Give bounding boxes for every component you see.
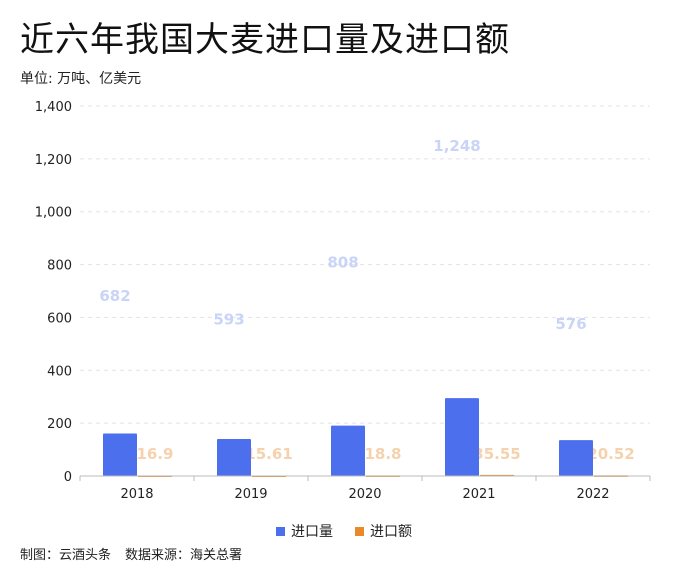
- x-tick-label: 2020: [348, 487, 381, 502]
- y-tick-label: 200: [47, 417, 72, 432]
- y-tick-label: 600: [47, 311, 72, 326]
- legend: 进口量 进口额: [276, 521, 412, 541]
- data-label-value-2019: 15.61: [245, 445, 292, 463]
- bar-volume-2019[interactable]: [217, 439, 251, 476]
- footer-source: 数据来源：海关总署: [125, 548, 243, 563]
- y-tick-label: 1,400: [35, 100, 72, 115]
- x-tick-label: 2021: [462, 487, 495, 502]
- footer: 制图：云酒头条 数据来源：海关总署: [20, 544, 256, 563]
- bar-volume-2021[interactable]: [445, 398, 479, 476]
- data-label-volume-2018: 682: [99, 287, 130, 305]
- data-label-volume-2020: 808: [327, 253, 358, 271]
- legend-label-value: 进口额: [370, 524, 412, 540]
- chart-title: 近六年我国大麦进口量及进口额: [20, 20, 510, 60]
- bar-volume-2018[interactable]: [103, 433, 137, 476]
- bar-volume-2020[interactable]: [331, 425, 365, 476]
- legend-item-value[interactable]: 进口额: [355, 521, 412, 541]
- legend-item-volume[interactable]: 进口量: [276, 521, 333, 541]
- footer-made-by: 制图：云酒头条: [20, 548, 112, 563]
- data-label-value-2020: 18.8: [364, 445, 401, 463]
- data-label-value-2018: 16.9: [136, 445, 173, 463]
- y-tick-label: 400: [47, 364, 72, 379]
- data-label-volume-2022: 576: [555, 315, 586, 333]
- y-tick-label: 0: [64, 470, 72, 485]
- unit-label: 单位: 万吨、亿美元: [20, 71, 142, 87]
- y-tick-label: 1,000: [35, 206, 72, 221]
- y-tick-label: 1,200: [35, 153, 72, 168]
- bar-volume-2022[interactable]: [559, 440, 593, 476]
- data-label-value-2021: 35.55: [473, 445, 520, 463]
- data-label-volume-2021: 1,248: [433, 137, 480, 155]
- legend-label-volume: 进口量: [291, 524, 333, 540]
- data-label-volume-2019: 593: [213, 310, 244, 328]
- y-tick-label: 800: [47, 259, 72, 274]
- legend-swatch-volume: [276, 526, 285, 536]
- x-tick-label: 2018: [120, 487, 153, 502]
- data-label-value-2022: 20.52: [587, 445, 634, 463]
- x-tick-label: 2022: [576, 487, 609, 502]
- x-tick-label: 2019: [234, 487, 267, 502]
- legend-swatch-value: [355, 526, 364, 536]
